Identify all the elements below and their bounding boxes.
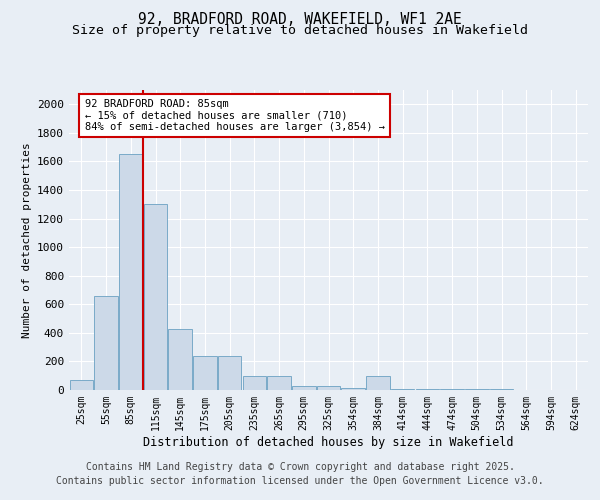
Bar <box>218 356 241 390</box>
Y-axis label: Number of detached properties: Number of detached properties <box>22 142 32 338</box>
Text: Size of property relative to detached houses in Wakefield: Size of property relative to detached ho… <box>72 24 528 37</box>
Bar <box>366 376 389 390</box>
Bar <box>144 204 167 390</box>
Bar <box>341 388 365 390</box>
Bar <box>94 296 118 390</box>
Bar <box>268 376 291 390</box>
X-axis label: Distribution of detached houses by size in Wakefield: Distribution of detached houses by size … <box>143 436 514 448</box>
Bar <box>193 356 217 390</box>
Bar <box>242 376 266 390</box>
Bar <box>70 380 93 390</box>
Text: Contains public sector information licensed under the Open Government Licence v3: Contains public sector information licen… <box>56 476 544 486</box>
Bar <box>169 328 192 390</box>
Bar <box>317 386 340 390</box>
Text: 92, BRADFORD ROAD, WAKEFIELD, WF1 2AE: 92, BRADFORD ROAD, WAKEFIELD, WF1 2AE <box>138 12 462 28</box>
Bar <box>119 154 143 390</box>
Text: Contains HM Land Registry data © Crown copyright and database right 2025.: Contains HM Land Registry data © Crown c… <box>86 462 514 472</box>
Bar <box>292 386 316 390</box>
Text: 92 BRADFORD ROAD: 85sqm
← 15% of detached houses are smaller (710)
84% of semi-d: 92 BRADFORD ROAD: 85sqm ← 15% of detache… <box>85 99 385 132</box>
